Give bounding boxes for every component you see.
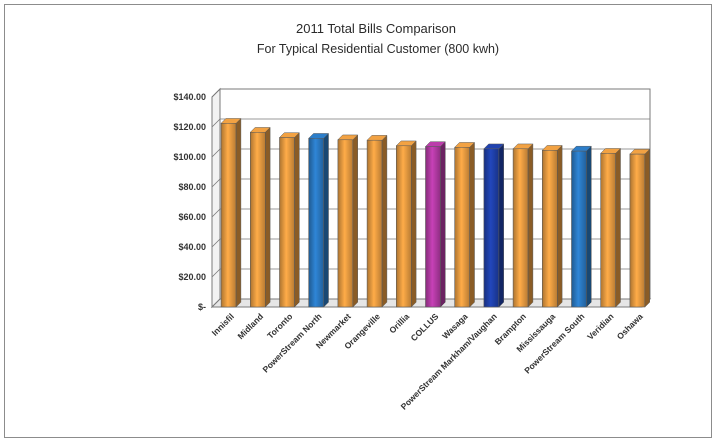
bar-top	[249, 127, 271, 133]
bar	[454, 146, 471, 308]
gridline	[211, 238, 650, 248]
bar-top	[220, 118, 242, 124]
chart-frame: 2011 Total Bills Comparison For Typical …	[4, 4, 712, 438]
bar-side	[235, 117, 242, 308]
bar-top	[395, 140, 417, 146]
bar-side	[644, 148, 650, 308]
bar-side	[527, 143, 534, 308]
x-tick-label: Midland	[235, 311, 265, 341]
x-tick-label: COLLUS	[409, 311, 441, 343]
bar-top	[541, 145, 563, 151]
chart-subtitle: For Typical Residential Customer (800 kw…	[257, 42, 499, 56]
y-tick-label: $140.00	[173, 92, 206, 102]
bar-side	[265, 126, 271, 308]
bar-chart: 2011 Total Bills Comparison For Typical …	[173, 21, 652, 412]
bar-side	[586, 145, 592, 308]
bar-top	[570, 145, 592, 152]
x-tick-label: Veridian	[585, 311, 615, 341]
chart-title: 2011 Total Bills Comparison	[296, 21, 456, 36]
bar-side	[557, 144, 563, 308]
bar-top	[483, 143, 505, 149]
bar-side	[498, 143, 504, 308]
y-tick-label: $120.00	[173, 122, 206, 132]
x-tick-label: Orillia	[387, 311, 411, 335]
bar	[541, 149, 558, 308]
bar	[600, 152, 617, 308]
x-tick-label: Innisfil	[210, 311, 236, 337]
bar-side	[469, 141, 475, 308]
gridline	[211, 178, 650, 188]
bar	[220, 122, 237, 308]
gridline	[211, 268, 650, 278]
bar	[483, 148, 500, 308]
bar	[250, 131, 266, 308]
y-tick-label: $-	[198, 302, 206, 312]
bar	[308, 137, 325, 308]
plot-area: $140.00 $120.00 $100.00 $80.00 $60.00 $40.00 $…	[173, 87, 652, 412]
bar-side	[294, 132, 300, 308]
bar	[395, 145, 412, 308]
bar-top	[600, 148, 622, 154]
bar	[571, 150, 587, 308]
bar	[366, 139, 383, 308]
bar	[512, 148, 529, 308]
bar-top	[337, 134, 359, 140]
bar-side	[411, 140, 417, 308]
bar-side	[381, 134, 388, 308]
bar-top	[278, 132, 300, 138]
bar-side	[440, 141, 446, 308]
y-tick-label: $20.00	[178, 272, 206, 282]
y-tick-label: $60.00	[178, 212, 206, 222]
bar	[337, 139, 354, 308]
bar	[425, 146, 441, 308]
gridline	[211, 148, 650, 158]
bar-top	[366, 135, 388, 141]
gridline	[211, 88, 650, 98]
bar	[279, 137, 295, 308]
y-tick-label: $80.00	[178, 182, 206, 192]
bar-top	[308, 133, 330, 139]
gridline	[211, 118, 650, 128]
bar	[629, 153, 646, 308]
bar-side	[352, 134, 358, 308]
plot-side-wall	[211, 87, 221, 309]
bar-top	[454, 142, 476, 148]
y-tick-label: $40.00	[178, 242, 206, 252]
y-tick-label: $100.00	[173, 152, 206, 162]
x-tick-label: Oshawa	[615, 311, 645, 341]
bar-top	[424, 141, 446, 147]
gridline	[211, 208, 650, 218]
bar-top	[629, 148, 651, 155]
bar-top	[512, 143, 534, 149]
bar-side	[615, 147, 621, 308]
x-tick-label: Toronto	[265, 311, 294, 340]
bar-side	[323, 132, 329, 308]
